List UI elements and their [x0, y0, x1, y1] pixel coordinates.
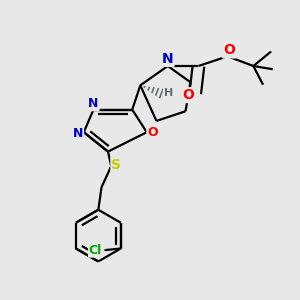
Text: O: O — [223, 44, 235, 58]
Text: N: N — [162, 52, 174, 66]
Text: S: S — [111, 158, 122, 172]
Text: N: N — [73, 127, 83, 140]
Text: O: O — [182, 88, 194, 102]
Text: O: O — [147, 126, 158, 139]
Text: H: H — [164, 88, 173, 98]
Text: N: N — [88, 97, 99, 110]
Text: Cl: Cl — [89, 244, 102, 257]
